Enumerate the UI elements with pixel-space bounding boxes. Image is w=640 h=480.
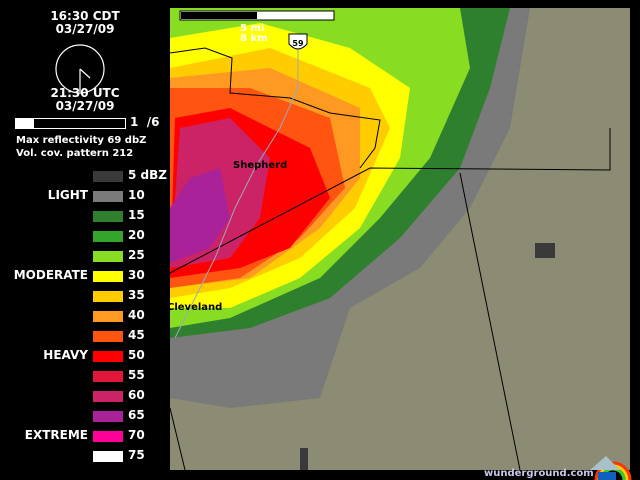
legend-category: MODERATE [13, 268, 88, 282]
legend-row: 20 [0, 228, 170, 248]
volume-coverage-pattern: Vol. cov. pattern 212 [16, 148, 134, 159]
radar-map[interactable]: 59 Shepherd Cleveland 5 mi 8 km [170, 8, 630, 470]
legend-value: 70 [128, 428, 145, 442]
legend-row: HEAVY 50 [0, 348, 170, 368]
scale-mi: 5 mi [240, 23, 264, 34]
scale-km: 8 km [240, 33, 268, 44]
highway-shield-icon [288, 33, 308, 50]
legend-value: 45 [128, 328, 145, 342]
legend-row: 60 [0, 388, 170, 408]
footer-bar [170, 470, 640, 480]
legend-row: 55 [0, 368, 170, 388]
county-line [459, 172, 521, 470]
scale-bar-segment [181, 12, 257, 19]
legend-category: HEAVY [43, 348, 88, 362]
legend-swatch [92, 170, 124, 183]
highway-59-road [174, 48, 299, 339]
clock-icon [55, 44, 105, 94]
legend-value: 50 [128, 348, 145, 362]
echo-5dbz [535, 243, 555, 258]
legend-swatch [92, 270, 124, 283]
legend-category: LIGHT [47, 188, 88, 202]
legend-swatch [92, 350, 124, 363]
legend-swatch [92, 330, 124, 343]
legend-swatch [92, 210, 124, 223]
legend-swatch [92, 310, 124, 323]
city-label-shepherd: Shepherd [233, 160, 287, 171]
legend-swatch [92, 390, 124, 403]
legend-row: EXTREME 70 [0, 428, 170, 448]
legend-value: 5 dBZ [128, 168, 167, 182]
legend-value: 20 [128, 228, 145, 242]
highway-59-shield: 59 [288, 33, 308, 50]
county-line [170, 47, 381, 169]
county-line [170, 407, 186, 470]
legend-row: 75 [0, 448, 170, 468]
legend-value: 55 [128, 368, 145, 382]
legend-swatch [92, 190, 124, 203]
wunderground-brand[interactable]: wunderground.com [484, 468, 594, 479]
utc-time: 21:30 UTC [50, 86, 120, 100]
legend-row: 5 dBZ [0, 168, 170, 188]
legend-row: MODERATE 30 [0, 268, 170, 288]
legend-value: 40 [128, 308, 145, 322]
legend-category: EXTREME [24, 428, 88, 442]
legend-row: 45 [0, 328, 170, 348]
wunderground-logo-icon [590, 456, 632, 480]
frame-total: /6 [146, 115, 160, 129]
legend-value: 10 [128, 188, 145, 202]
echo-65dbz [170, 168, 230, 263]
local-time: 16:30 CDT [50, 9, 120, 23]
legend-swatch [92, 230, 124, 243]
frame-number: 1 [130, 115, 139, 129]
legend-row: 25 [0, 248, 170, 268]
legend-value: 15 [128, 208, 145, 222]
legend-swatch [92, 450, 124, 463]
max-reflectivity: Max reflectivity 69 dbZ [16, 135, 147, 146]
legend-value: 25 [128, 248, 145, 262]
progress-fill [16, 119, 35, 128]
echo-5dbz [300, 448, 308, 470]
county-line [170, 128, 611, 274]
legend-row: 65 [0, 408, 170, 428]
legend-value: 60 [128, 388, 145, 402]
legend-row: 40 [0, 308, 170, 328]
animation-progress-bar[interactable] [15, 118, 126, 129]
legend-row: 15 [0, 208, 170, 228]
local-date: 03/27/09 [55, 22, 115, 36]
legend-row: LIGHT 10 [0, 188, 170, 208]
highway-number: 59 [292, 39, 304, 48]
frame-counter: 1 /6 [130, 115, 159, 129]
legend-row: 35 [0, 288, 170, 308]
utc-date: 03/27/09 [55, 99, 115, 113]
city-label-cleveland: Cleveland [170, 302, 222, 313]
legend-value: 65 [128, 408, 145, 422]
legend-swatch [92, 370, 124, 383]
legend-value: 75 [128, 448, 145, 462]
legend-value: 30 [128, 268, 145, 282]
legend-value: 35 [128, 288, 145, 302]
legend-swatch [92, 290, 124, 303]
legend-swatch [92, 430, 124, 443]
legend-swatch [92, 410, 124, 423]
legend-swatch [92, 250, 124, 263]
